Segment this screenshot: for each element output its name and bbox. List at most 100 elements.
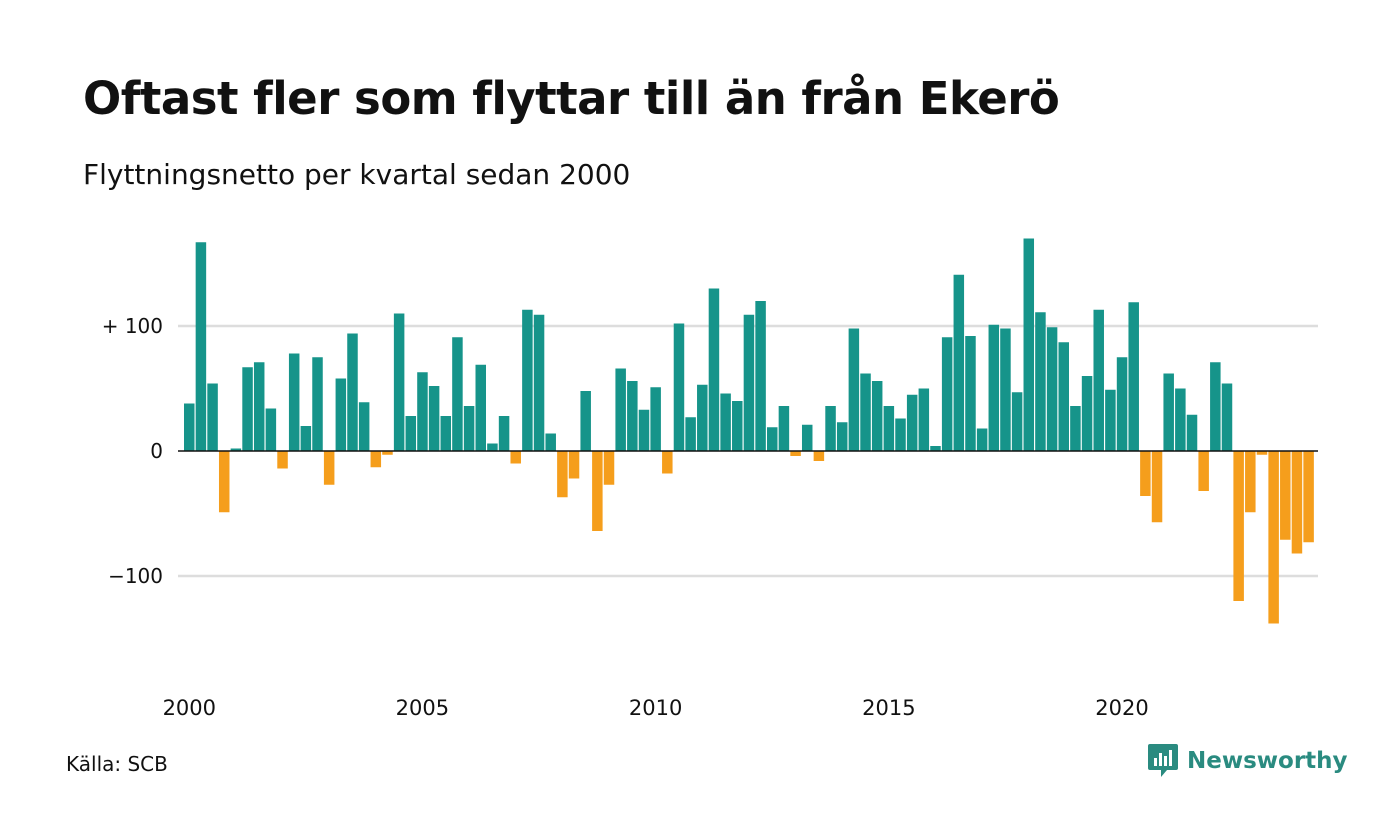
bar: [825, 406, 836, 451]
newsworthy-logo: Newsworthy: [1147, 743, 1348, 779]
bar: [1081, 376, 1093, 451]
bar: [312, 357, 323, 451]
bar: [697, 384, 708, 451]
bar: [428, 386, 440, 451]
bar: [778, 406, 790, 451]
bar: [533, 314, 545, 451]
bar: [627, 381, 638, 451]
bar: [603, 451, 615, 485]
bar: [568, 451, 580, 479]
bar: [813, 451, 825, 461]
bar: [988, 324, 1000, 451]
bar: [277, 451, 288, 469]
bar: [1186, 414, 1198, 451]
bar: [895, 418, 906, 451]
bar: [941, 337, 953, 451]
bar: [347, 333, 358, 451]
bar: [288, 353, 300, 451]
bar: [1268, 451, 1279, 624]
bar: [906, 394, 918, 451]
x-tick-label: 2005: [396, 696, 449, 720]
bar: [195, 242, 207, 451]
x-tick-label: 2015: [862, 696, 915, 720]
bar: [323, 451, 335, 485]
bar: [557, 451, 568, 498]
bar: [836, 422, 848, 451]
x-tick-label: 2000: [163, 696, 216, 720]
bar: [230, 448, 242, 451]
bar: [930, 446, 941, 451]
bar: [265, 408, 277, 451]
bar: [393, 313, 405, 451]
bar: [965, 336, 976, 451]
bar: [755, 301, 766, 451]
bar: [475, 364, 486, 451]
bar-chart: + 100 0 −100 2000 2005 2010 2015 2020: [102, 238, 1318, 720]
bar: [1245, 451, 1256, 513]
bar: [1011, 392, 1023, 451]
bar: [510, 451, 521, 464]
x-tick-label: 2020: [1095, 696, 1148, 720]
y-tick-label: −100: [108, 564, 163, 588]
x-tick-label: 2010: [629, 696, 682, 720]
bar: [1151, 451, 1163, 523]
bar: [673, 323, 685, 451]
bar: [790, 451, 801, 456]
bar: [848, 328, 860, 451]
bar: [1070, 406, 1081, 451]
bar: [1046, 327, 1058, 451]
bar: [382, 451, 393, 455]
bar: [1198, 451, 1209, 491]
source-note: Källa: SCB: [66, 752, 168, 776]
bar: [732, 401, 743, 451]
bar: [253, 362, 265, 451]
bar: [440, 416, 452, 451]
bar: [370, 451, 382, 468]
bar: [242, 367, 253, 451]
bar: [452, 337, 463, 451]
bar: [1256, 451, 1268, 455]
bar: [498, 416, 510, 451]
bar: [953, 274, 965, 451]
bar: [1093, 309, 1104, 451]
bar: [1105, 389, 1116, 451]
bar: [1023, 238, 1035, 451]
bar: [918, 388, 930, 451]
axes: + 100 0 −100 2000 2005 2010 2015 2020: [102, 314, 1318, 720]
bar: [487, 443, 498, 451]
bar: [1280, 451, 1291, 540]
bar: [335, 378, 347, 451]
bar: [871, 381, 883, 451]
bar: [358, 402, 370, 451]
bar: [638, 409, 650, 451]
bar: [615, 368, 626, 451]
bar: [300, 426, 312, 451]
bar: [883, 406, 895, 451]
y-tick-label: + 100: [102, 314, 163, 338]
bar: [650, 387, 661, 451]
newsworthy-logo-text: Newsworthy: [1187, 748, 1348, 774]
newsworthy-logo-icon: [1148, 744, 1178, 777]
bar: [860, 373, 871, 451]
bar: [580, 391, 591, 451]
bar: [184, 403, 195, 451]
chart-subtitle: Flyttningsnetto per kvartal sedan 2000: [83, 158, 631, 191]
bar: [1128, 302, 1139, 451]
bar: [662, 451, 673, 474]
bar: [1116, 357, 1128, 451]
bar: [218, 451, 230, 513]
bar: [801, 424, 813, 451]
bar: [1233, 451, 1244, 601]
bar: [1163, 373, 1174, 451]
bar: [207, 383, 218, 451]
bars: [184, 238, 1314, 624]
bar: [592, 451, 603, 531]
bar: [976, 428, 988, 451]
bar: [708, 288, 720, 451]
y-tick-label: 0: [150, 439, 163, 463]
bar: [1221, 383, 1233, 451]
bar: [545, 433, 556, 451]
bar: [685, 417, 696, 451]
bar: [522, 309, 533, 451]
bar: [1291, 451, 1303, 554]
